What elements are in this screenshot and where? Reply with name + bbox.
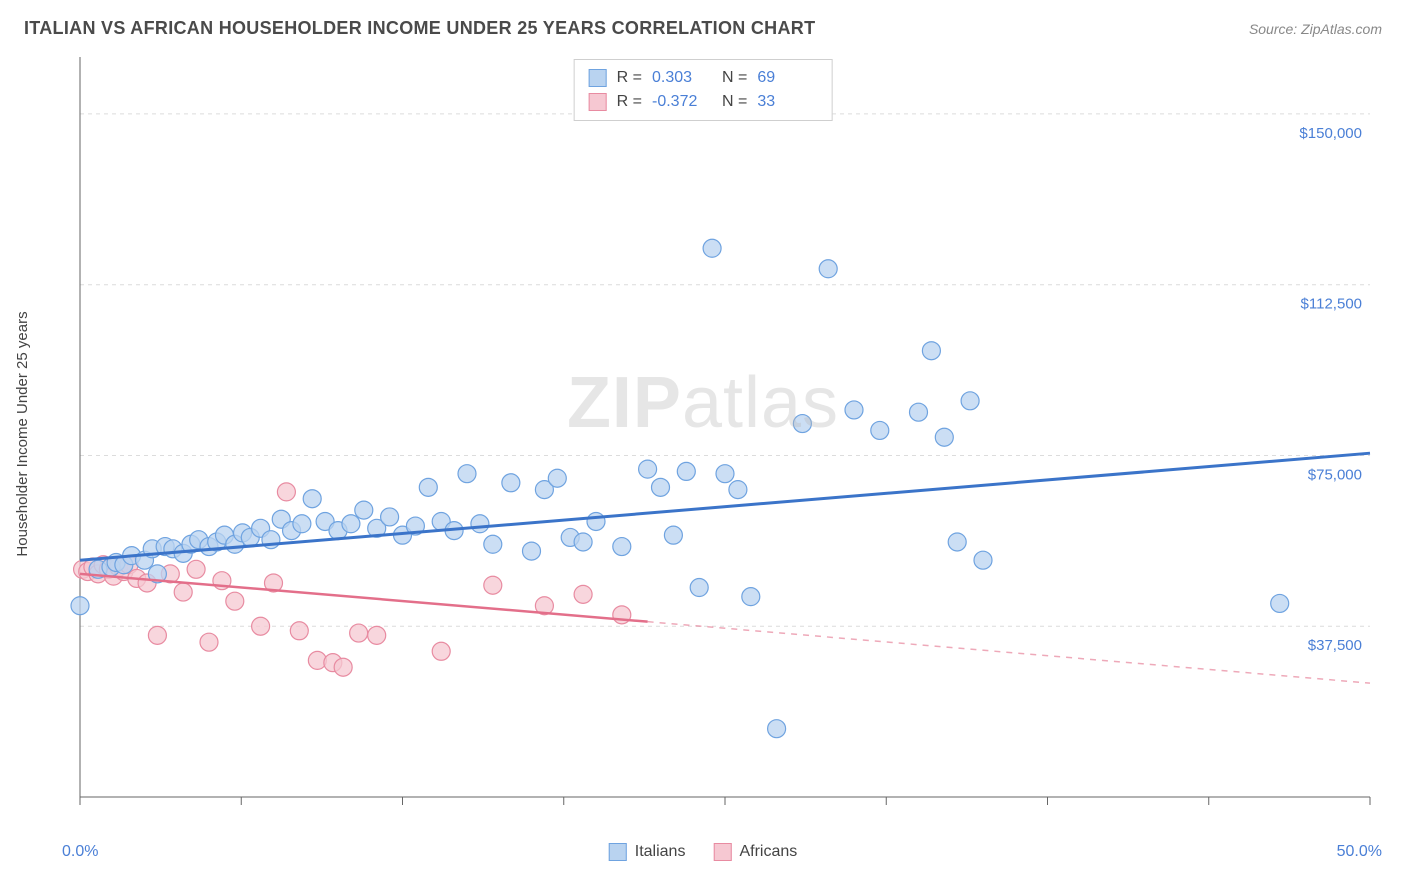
n-label: N = bbox=[722, 90, 747, 114]
legend-swatch-italians bbox=[609, 843, 627, 861]
stats-row-africans: R = -0.372 N = 33 bbox=[589, 90, 818, 114]
svg-text:$150,000: $150,000 bbox=[1299, 125, 1362, 142]
n-value-africans: 33 bbox=[757, 90, 817, 114]
r-value-italians: 0.303 bbox=[652, 66, 712, 90]
legend-item-italians: Italians bbox=[609, 843, 686, 861]
svg-text:$112,500: $112,500 bbox=[1301, 296, 1362, 313]
legend-label-africans: Africans bbox=[739, 843, 797, 861]
r-label: R = bbox=[617, 66, 642, 90]
x-axis-max-label: 50.0% bbox=[1337, 843, 1382, 861]
swatch-italians bbox=[589, 69, 607, 87]
legend-swatch-africans bbox=[713, 843, 731, 861]
svg-text:$75,000: $75,000 bbox=[1308, 466, 1362, 483]
correlation-stats-box: R = 0.303 N = 69 R = -0.372 N = 33 bbox=[574, 59, 833, 121]
swatch-africans bbox=[589, 93, 607, 111]
n-label: N = bbox=[722, 66, 747, 90]
series-legend: Italians Africans bbox=[609, 843, 798, 861]
x-axis-min-label: 0.0% bbox=[62, 843, 98, 861]
r-label: R = bbox=[617, 90, 642, 114]
y-axis-title: Householder Income Under 25 years bbox=[14, 311, 31, 556]
legend-item-africans: Africans bbox=[713, 843, 797, 861]
scatter-chart: $37,500 $75,000 $112,500 $150,000 bbox=[24, 49, 1374, 819]
stats-row-italians: R = 0.303 N = 69 bbox=[589, 66, 818, 90]
chart-area: Householder Income Under 25 years ZIPatl… bbox=[24, 49, 1382, 819]
chart-source: Source: ZipAtlas.com bbox=[1249, 21, 1382, 37]
svg-text:$37,500: $37,500 bbox=[1308, 637, 1362, 654]
r-value-africans: -0.372 bbox=[652, 90, 712, 114]
legend-label-italians: Italians bbox=[635, 843, 686, 861]
n-value-italians: 69 bbox=[757, 66, 817, 90]
chart-title: ITALIAN VS AFRICAN HOUSEHOLDER INCOME UN… bbox=[24, 18, 815, 39]
